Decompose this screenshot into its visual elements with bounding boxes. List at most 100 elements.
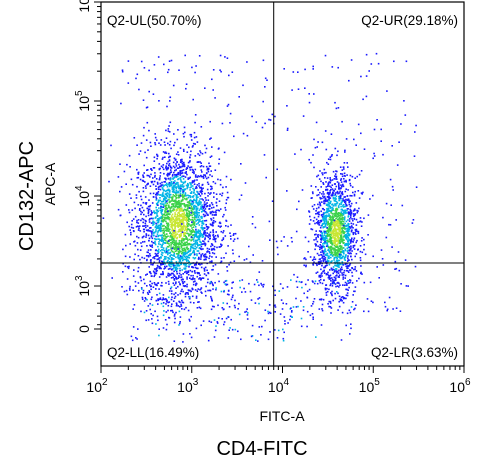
scatter-dot [198, 278, 200, 280]
scatter-dot [334, 175, 336, 177]
scatter-dot [188, 234, 191, 236]
scatter-dot [169, 171, 172, 174]
scatter-dot [204, 244, 207, 247]
scatter-dot [194, 168, 197, 171]
scatter-dot [183, 255, 186, 258]
scatter-dot [331, 216, 333, 218]
scatter-dot [194, 71, 196, 74]
scatter-dot [324, 217, 326, 220]
scatter-dot [352, 227, 354, 229]
scatter-dot [325, 260, 328, 263]
scatter-dot [231, 287, 233, 289]
scatter-dot [207, 226, 210, 228]
scatter-dot [158, 257, 161, 259]
scatter-dot [346, 238, 348, 241]
scatter-dot [324, 238, 326, 240]
scatter-dot [194, 234, 197, 237]
scatter-dot [155, 192, 158, 194]
scatter-dot [184, 131, 186, 134]
scatter-dot [303, 292, 305, 295]
scatter-dot [325, 264, 327, 267]
scatter-dot [326, 237, 328, 240]
scatter-dot [155, 197, 158, 200]
scatter-dot [199, 277, 201, 279]
scatter-dot [297, 88, 300, 90]
scatter-dot [132, 326, 135, 328]
scatter-dot [159, 234, 161, 237]
scatter-dot [177, 182, 179, 184]
scatter-dot [341, 173, 344, 175]
scatter-dot [327, 240, 330, 243]
scatter-dot [196, 254, 198, 257]
scatter-dot [329, 207, 332, 209]
scatter-dot [179, 185, 182, 188]
scatter-dot [198, 263, 200, 265]
scatter-dot [238, 302, 240, 305]
scatter-dot [333, 199, 336, 202]
scatter-dot [159, 188, 162, 191]
scatter-dot [195, 233, 198, 235]
scatter-dot [212, 284, 214, 287]
scatter-dot [333, 190, 336, 192]
scatter-dot [218, 200, 221, 202]
scatter-dot [343, 256, 346, 259]
scatter-dot [324, 241, 326, 243]
scatter-dot [342, 250, 344, 252]
scatter-dot [127, 60, 130, 62]
scatter-dot [359, 250, 362, 253]
scatter-dot [329, 191, 331, 194]
scatter-dot [153, 221, 156, 224]
scatter-dot [328, 235, 331, 237]
scatter-dot [319, 244, 322, 246]
scatter-dot [174, 201, 176, 203]
scatter-dot [355, 218, 358, 221]
scatter-dot [336, 181, 339, 183]
scatter-dot [373, 128, 376, 131]
scatter-dot [325, 171, 327, 174]
scatter-dot [172, 203, 175, 206]
scatter-dot [341, 251, 343, 253]
scatter-dot [142, 291, 144, 294]
scatter-dot [340, 208, 343, 211]
scatter-dot [128, 211, 131, 214]
scatter-dot [204, 197, 207, 199]
scatter-dot [340, 247, 342, 249]
scatter-dot [179, 174, 182, 176]
scatter-dot [312, 154, 314, 156]
scatter-dot [238, 255, 240, 258]
scatter-dot [355, 228, 358, 231]
scatter-dot [172, 177, 174, 179]
scatter-dot [165, 276, 168, 278]
scatter-dot [159, 185, 162, 187]
scatter-dot [148, 69, 150, 72]
scatter-dot [184, 242, 186, 245]
scatter-dot [339, 226, 342, 229]
scatter-dot [358, 197, 361, 199]
scatter-dot [184, 250, 187, 253]
scatter-dot [152, 242, 155, 244]
scatter-dot [190, 135, 193, 138]
scatter-dot [172, 276, 174, 279]
scatter-dot [189, 269, 192, 272]
scatter-dot [321, 193, 323, 195]
scatter-dot [271, 200, 274, 202]
scatter-dot [329, 251, 331, 254]
scatter-dot [186, 223, 188, 226]
scatter-dot [172, 209, 174, 212]
scatter-dot [165, 152, 168, 154]
scatter-dot [331, 194, 334, 197]
scatter-dot [339, 268, 342, 270]
scatter-dot [338, 186, 340, 188]
scatter-dot [156, 211, 158, 213]
scatter-dot [153, 156, 156, 159]
scatter-dot [190, 139, 193, 141]
scatter-dot [143, 278, 145, 281]
scatter-dot [339, 217, 341, 219]
scatter-dot [326, 210, 328, 212]
scatter-dot [331, 240, 334, 242]
scatter-dot [186, 260, 188, 262]
scatter-dot [319, 198, 322, 200]
scatter-dot [356, 230, 358, 233]
scatter-dot [200, 220, 203, 223]
scatter-dot [329, 214, 331, 217]
